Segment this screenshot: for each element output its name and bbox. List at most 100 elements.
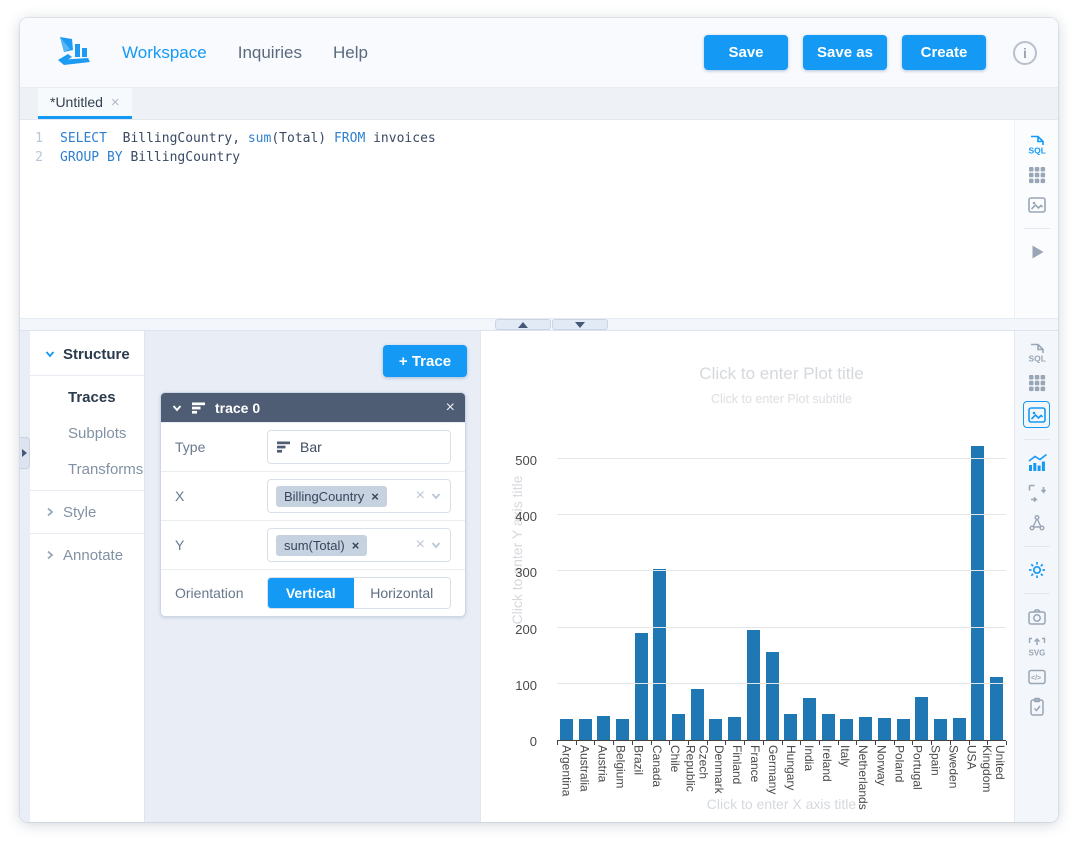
results-table-icon[interactable]	[1025, 163, 1049, 187]
arrow-right-icon	[22, 449, 27, 457]
bar[interactable]	[765, 652, 779, 740]
editor-panel-splitter[interactable]	[20, 318, 1058, 331]
gridline	[557, 682, 1006, 684]
collapse-editor-button[interactable]	[495, 319, 551, 330]
bar[interactable]	[971, 446, 985, 740]
bar[interactable]	[840, 719, 854, 740]
x-tick-label: Hungary	[784, 745, 799, 791]
settings-gear-icon[interactable]	[1025, 558, 1049, 582]
export-svg-icon[interactable]: SVG	[1025, 635, 1049, 659]
bar[interactable]	[859, 717, 873, 740]
dropdown-chevron-icon[interactable]	[430, 539, 442, 551]
sql-editor[interactable]: 1 SELECT BillingCountry, sum (Total) FROM …	[20, 120, 1014, 318]
chart-image-icon[interactable]	[1025, 193, 1049, 217]
x-axis-tick	[931, 741, 933, 745]
y-tick-label: 500	[515, 452, 537, 468]
bar[interactable]	[690, 689, 704, 740]
chart-trend-icon[interactable]	[1025, 451, 1049, 475]
bar[interactable]	[746, 630, 760, 740]
bar[interactable]	[653, 569, 667, 740]
sidebar-item-style[interactable]: Style	[30, 494, 144, 530]
trace-card-header[interactable]: trace 0 ×	[161, 393, 465, 422]
remove-x-chip-icon[interactable]: ×	[371, 488, 379, 504]
orientation-horizontal-button[interactable]: Horizontal	[353, 578, 450, 608]
bar[interactable]	[990, 677, 1004, 740]
sql-file-icon[interactable]: SQL	[1025, 341, 1049, 365]
bar[interactable]	[672, 714, 686, 740]
copy-clipboard-icon[interactable]	[1025, 695, 1049, 719]
x-label: X	[175, 488, 185, 504]
bar[interactable]	[821, 714, 835, 740]
plot-subtitle-placeholder[interactable]: Click to enter Plot subtitle	[710, 392, 853, 406]
bar[interactable]	[597, 716, 611, 740]
panel-collapse-handle[interactable]	[20, 437, 30, 469]
x-tick-label: Poland	[892, 745, 907, 783]
run-query-icon[interactable]	[1025, 240, 1049, 264]
sidebar-item-traces[interactable]: Traces	[68, 388, 116, 406]
delete-trace-icon[interactable]: ×	[445, 398, 455, 416]
bar-slot	[632, 430, 651, 740]
chart-image-icon[interactable]	[1023, 401, 1050, 428]
sql-editor-row: 1 SELECT BillingCountry, sum (Total) FROM …	[20, 120, 1058, 318]
x-axis-tick	[687, 741, 689, 745]
bar[interactable]	[877, 718, 891, 740]
dropdown-chevron-icon[interactable]	[430, 490, 442, 502]
trace-type-select[interactable]: Bar	[267, 430, 451, 464]
resize-axes-icon[interactable]	[1025, 481, 1049, 505]
info-icon[interactable]: i	[1013, 40, 1037, 65]
arrow-up-icon	[518, 321, 528, 328]
bar-slot	[576, 430, 595, 740]
y-column-select[interactable]: sum(Total) × ×	[267, 528, 451, 562]
clear-x-icon[interactable]: ×	[415, 487, 425, 504]
orientation-vertical-button[interactable]: Vertical	[268, 578, 354, 608]
add-trace-button[interactable]: + Trace	[383, 345, 467, 377]
x-column-chip[interactable]: BillingCountry ×	[276, 485, 387, 507]
nav-item-help[interactable]: Help	[332, 42, 368, 62]
snapshot-camera-icon[interactable]	[1025, 605, 1049, 629]
x-tick-label: Norway	[874, 745, 889, 786]
sql-file-icon[interactable]: SQL	[1025, 133, 1049, 157]
x-tick-label: Canada	[649, 745, 664, 788]
bar[interactable]	[933, 719, 947, 740]
tab-untitled[interactable]: *Untitled ×	[38, 88, 132, 119]
plot-title-placeholder[interactable]: Click to enter Plot title	[699, 364, 864, 383]
x-axis-title-placeholder[interactable]: Click to enter X axis title	[706, 796, 857, 812]
bar-slot	[819, 430, 838, 740]
nav-item-inquiries[interactable]: Inquiries	[237, 42, 302, 62]
create-button[interactable]: Create	[902, 35, 986, 70]
bar-slot	[651, 430, 670, 740]
results-table-icon[interactable]	[1025, 371, 1049, 395]
x-axis-tick	[706, 741, 708, 745]
falcon-logo-icon[interactable]	[54, 35, 92, 71]
bar[interactable]	[709, 719, 723, 740]
bar[interactable]	[896, 719, 910, 740]
trace-title: trace 0	[215, 399, 261, 416]
x-column-select[interactable]: BillingCountry × ×	[267, 479, 451, 513]
bar[interactable]	[784, 714, 798, 740]
embed-code-icon[interactable]: </>	[1025, 665, 1049, 689]
sidebar-item-annotate[interactable]: Annotate	[30, 537, 144, 573]
bar[interactable]	[802, 698, 816, 740]
bar[interactable]	[578, 719, 592, 740]
sidebar-item-structure[interactable]: Structure	[30, 336, 144, 372]
bar[interactable]	[915, 697, 929, 740]
nav-item-workspace[interactable]: Workspace	[122, 42, 207, 62]
bar[interactable]	[559, 719, 573, 740]
y-column-chip[interactable]: sum(Total) ×	[276, 534, 368, 556]
collapse-panel-button[interactable]	[552, 319, 608, 330]
vector-select-icon[interactable]	[1025, 511, 1049, 535]
bar[interactable]	[952, 718, 966, 740]
bar[interactable]	[615, 719, 629, 740]
save-button[interactable]: Save	[704, 35, 788, 70]
bar[interactable]	[728, 717, 742, 740]
sidebar-item-transforms[interactable]: Transforms	[68, 460, 144, 478]
remove-y-chip-icon[interactable]: ×	[351, 537, 360, 553]
svg-text:SQL: SQL	[1028, 146, 1045, 156]
sidebar-item-subplots[interactable]: Subplots	[68, 424, 127, 442]
svg-text:SQL: SQL	[1028, 354, 1045, 364]
tab-close-icon[interactable]: ×	[110, 93, 120, 111]
clear-y-icon[interactable]: ×	[415, 536, 425, 553]
bar[interactable]	[634, 633, 648, 740]
y-tick-label: 200	[515, 621, 537, 637]
save-as-button[interactable]: Save as	[803, 35, 887, 70]
